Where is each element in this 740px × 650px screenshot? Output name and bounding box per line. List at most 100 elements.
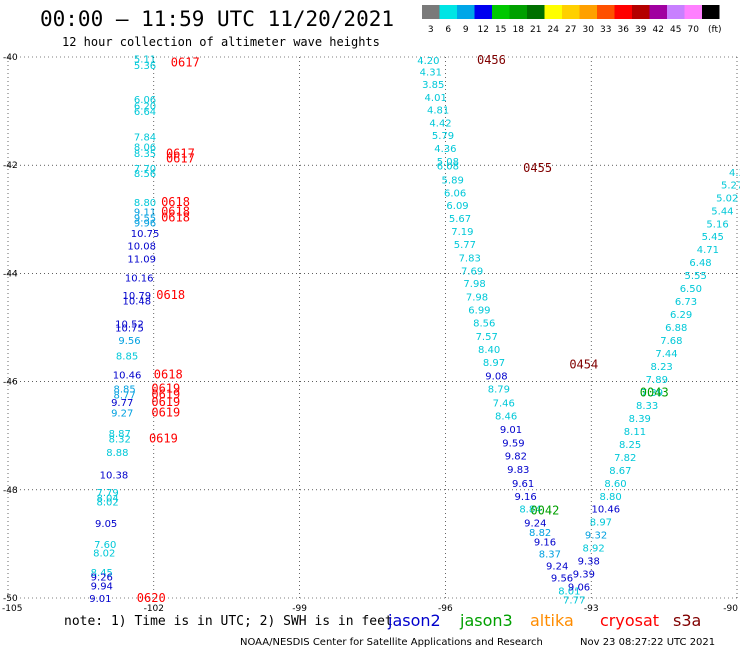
wave-height-label: 8.80 — [600, 492, 622, 503]
color-swatch — [702, 5, 720, 19]
x-tick-label: -90 — [723, 604, 738, 614]
color-scale-label: 30 — [583, 25, 595, 35]
wave-height-label: 9.32 — [585, 531, 607, 542]
color-swatch — [579, 5, 597, 19]
y-tick-label: -44 — [3, 269, 18, 279]
wave-height-label: 6.09 — [446, 201, 468, 212]
y-axis-ticks: -40 -42 -44 -46 -48 -50 — [3, 53, 18, 604]
wave-height-label: 8.40 — [478, 345, 500, 356]
y-tick-label: -50 — [3, 594, 18, 604]
color-scale-label: 36 — [618, 25, 630, 35]
wave-height-label: 9.24 — [524, 518, 546, 529]
wave-height-label: 7.98 — [466, 293, 488, 304]
wave-height-label: 5.36 — [134, 61, 156, 72]
color-swatch — [684, 5, 702, 19]
wave-height-label: 10.38 — [100, 471, 129, 482]
grid-lines — [7, 56, 738, 599]
wave-height-label: 5.89 — [442, 175, 464, 186]
wave-height-label: 4.81 — [427, 105, 449, 116]
color-scale-label: 39 — [635, 25, 647, 35]
wave-height-label: 8.39 — [629, 414, 651, 425]
wave-height-label: 9.05 — [95, 519, 117, 530]
pass-time-label: 0454 — [569, 357, 598, 371]
color-scale-label: 70 — [688, 25, 700, 35]
pass-time-label: 0619 — [151, 382, 180, 396]
pass-time-label: 0619 — [149, 431, 178, 445]
color-scale-label: 6 — [445, 25, 451, 35]
wave-height-label: 7.19 — [451, 227, 473, 238]
footer-note: note: 1) Time is in UTC; 2) SWH is in fe… — [64, 614, 393, 629]
satellite-legend-altika: altika — [530, 611, 574, 630]
wave-height-label: 8.60 — [604, 479, 626, 490]
pass-time-label: 0042 — [530, 503, 559, 517]
color-scale-label: 18 — [513, 25, 525, 35]
pass-time-label: 0456 — [477, 53, 506, 67]
pass-time-label: 0455 — [523, 161, 552, 175]
wave-height-label: 6.06 — [444, 188, 466, 199]
color-scale-label: 15 — [495, 25, 506, 35]
wave-height-label: 8.82 — [529, 528, 551, 539]
wave-height-label: 9.61 — [512, 479, 534, 490]
wave-height-label: 8.33 — [636, 401, 658, 412]
wave-height-label: 9.38 — [578, 557, 600, 568]
wave-height-label: 10.48 — [122, 296, 151, 307]
wave-height-label: 8.80 — [134, 198, 156, 209]
pass-time-label: 0618 — [161, 205, 190, 219]
wave-height-label: 7.57 — [476, 332, 498, 343]
wave-height-label: 4.71 — [697, 245, 719, 256]
color-scale-label: 33 — [600, 25, 611, 35]
color-swatch — [474, 5, 492, 19]
pass-time-label: 0620 — [137, 591, 166, 605]
wave-height-label: 10.75 — [115, 324, 144, 335]
pass-time-label: 0618 — [161, 195, 190, 209]
wave-height-label: 7.89 — [646, 375, 668, 386]
pass-time-label: 0618 — [154, 368, 183, 382]
wave-height-label: 8.97 — [483, 358, 505, 369]
wave-height-label: 8.04 — [96, 493, 118, 504]
wave-height-label: 8.88 — [106, 448, 128, 459]
pass-time-label: 0619 — [151, 405, 180, 419]
wave-height-label: 5.44 — [711, 207, 733, 218]
wave-height-label: 4.42 — [429, 118, 451, 129]
color-swatch — [649, 5, 667, 19]
wave-height-label: 5.08 — [437, 157, 459, 168]
wave-height-label: 7.69 — [461, 267, 483, 278]
pass-time-label: 0619 — [151, 395, 180, 409]
wave-height-label: 8.77 — [114, 391, 136, 402]
wave-height-label: 7.68 — [660, 336, 682, 347]
wave-height-label: 5.02 — [716, 194, 738, 205]
wave-height-label: 8.23 — [651, 362, 673, 373]
wave-height-label: 10.08 — [127, 241, 156, 252]
wave-height-label: 9.39 — [573, 570, 595, 581]
color-scale-label: 27 — [565, 25, 576, 35]
wave-height-label: 7.82 — [614, 453, 636, 464]
y-tick-label: -40 — [3, 53, 18, 63]
wave-height-label: 9.16 — [534, 538, 556, 549]
wave-height-label: 7.83 — [459, 254, 481, 265]
wave-height-label: 5.45 — [702, 232, 724, 243]
footer-credit: NOAA/NESDIS Center for Satellite Applica… — [240, 637, 543, 648]
wave-height-label: 8.11 — [624, 427, 646, 438]
satellite-legend-s3a: s3a — [673, 611, 701, 630]
wave-height-label: 8.02 — [96, 498, 118, 509]
satellite-legend-jason3: jason3 — [459, 611, 513, 630]
color-swatch — [509, 5, 527, 19]
x-tick-label: -102 — [144, 604, 164, 614]
wave-height-label: 6.64 — [134, 107, 156, 118]
wave-height-label: 4.20 — [417, 56, 439, 67]
pass-time-label: 0618 — [156, 288, 185, 302]
wave-height-label: 5.79 — [432, 131, 454, 142]
wave-height-label: 8.32 — [109, 434, 131, 445]
wave-height-label: 8.25 — [619, 440, 641, 451]
satellite-legend-jason2: jason2 — [387, 611, 441, 630]
y-tick-label: -48 — [3, 486, 18, 496]
color-scale-label: 3 — [428, 25, 434, 35]
wave-height-label: 10.75 — [131, 229, 160, 240]
wave-height-label: 8.35 — [134, 149, 156, 160]
color-swatch — [439, 5, 457, 19]
wave-height-label: 9.27 — [111, 408, 133, 419]
color-scale-label: 12 — [478, 25, 489, 35]
wave-height-label: 7.77 — [563, 596, 585, 607]
wave-height-label: 9.82 — [505, 452, 527, 463]
wave-height-label: 10.52 — [115, 320, 144, 331]
